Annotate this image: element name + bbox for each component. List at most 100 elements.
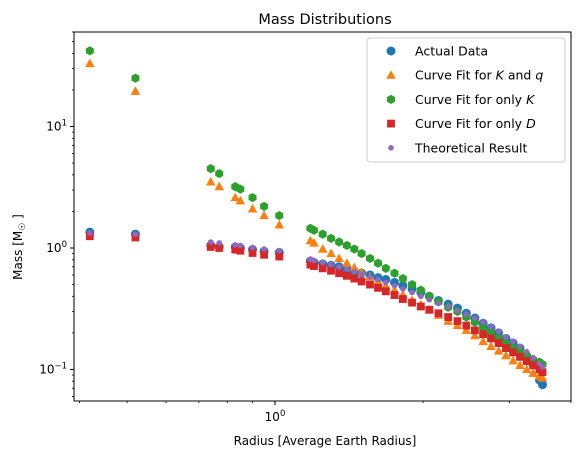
series-4-point [318,264,327,273]
series-2-point [521,364,532,374]
series-4-point [470,326,479,335]
series-2-point [342,258,352,267]
series-2-point [205,176,216,186]
series-2-point [259,210,269,220]
legend: Actual Data Curve Fit for K and q Curve Fi… [366,37,566,163]
series-3-point [309,225,318,235]
legend-marker-2 [386,70,396,79]
series-5-point [495,328,502,335]
series-2-point [235,195,246,205]
series-3-point [206,164,215,174]
series-5-point [336,264,342,270]
y-tick-label: 10−1 [39,361,67,376]
legend-label-4: Curve Fit for only D [415,116,536,131]
series-5-point [435,300,442,307]
x-axis-label: Radius [Average Earth Radius] [234,434,417,448]
series-4-point [350,274,359,283]
series-4-point [275,252,284,261]
legend-marker-5 [388,145,394,151]
series-2-point [461,325,472,334]
series-4-point [529,361,538,370]
y-tick-label: 101 [46,119,67,134]
series-5-point [454,307,461,314]
series-3-point [248,192,257,203]
data-points [85,46,548,390]
series-5-point [472,315,478,321]
series-4-point [462,321,471,330]
series-5-point [418,293,424,300]
series-4-point [131,233,140,242]
series-5-point [523,348,530,355]
legend-marker-4 [387,119,395,128]
series-5-point [344,266,350,272]
series-4-point [327,266,335,275]
series-4-point [425,305,434,314]
series-4-point [357,277,366,286]
series-3-point [236,184,245,194]
series-2-point [334,253,344,263]
series-2-point [130,86,141,95]
series-4-point [231,245,240,254]
series-5-point [510,338,516,345]
series-2-point [508,355,518,365]
series-4-point [538,368,547,377]
series-5-point [311,257,317,264]
series-3-point [131,73,140,83]
series-4-point [502,344,510,352]
legend-label-3: Curve Fit for only K [415,92,536,107]
series-4-point [342,271,351,280]
series-3-point [357,248,366,259]
series-4-point [390,291,399,299]
series-3-point [327,233,336,243]
series-5-point [445,303,451,310]
y-axis-label: Mass [M☉ ] [11,214,28,280]
series-4-point [494,339,503,347]
plot-area-frame [73,31,572,402]
series-5-point [87,230,93,236]
series-5-point [367,273,373,280]
series-2-point [326,248,336,258]
series-5-point [503,334,509,340]
series-3-point [408,279,417,290]
series-5-point [517,343,523,350]
series-3-point [390,268,399,278]
series-2-point [247,203,258,213]
series-5-point [539,364,546,370]
series-4-point [398,295,407,303]
series-4-point [453,317,462,326]
series-2-point [515,360,525,370]
series-5-point [276,247,283,254]
series-3-point [381,263,390,273]
series-3-point [342,240,351,251]
series-5-point [409,289,415,296]
x-tick-label: 100 [265,409,286,424]
series-2-point [317,244,328,253]
series-3-point [275,210,284,221]
series-4-point [487,334,495,343]
series-3-point [398,273,407,284]
series-5-point [261,246,267,252]
series-2-point [478,336,488,346]
series-5-point [232,242,239,248]
series-5-point [480,319,486,325]
series-2-point [470,330,480,340]
series-4-point [509,348,518,357]
series-2-point [501,350,511,360]
y-tick-label: 100 [46,240,67,255]
legend-label-2: Curve Fit for K and q [415,68,543,83]
series-2-point [349,262,360,272]
series-2-point [528,368,538,377]
series-3-point [260,201,269,211]
series-2-point [486,341,496,350]
series-5-point [426,296,433,303]
series-5-point [237,242,244,249]
series-2-point [85,58,95,68]
series-5-point [207,239,214,245]
legend-marker-1 [386,46,396,56]
series-5-point [463,311,470,318]
chart-title: Mass Distributions [258,12,391,28]
series-4-point [434,309,443,318]
series-3-point [374,258,383,268]
series-5-point [216,240,223,246]
series-4-point [206,243,215,251]
